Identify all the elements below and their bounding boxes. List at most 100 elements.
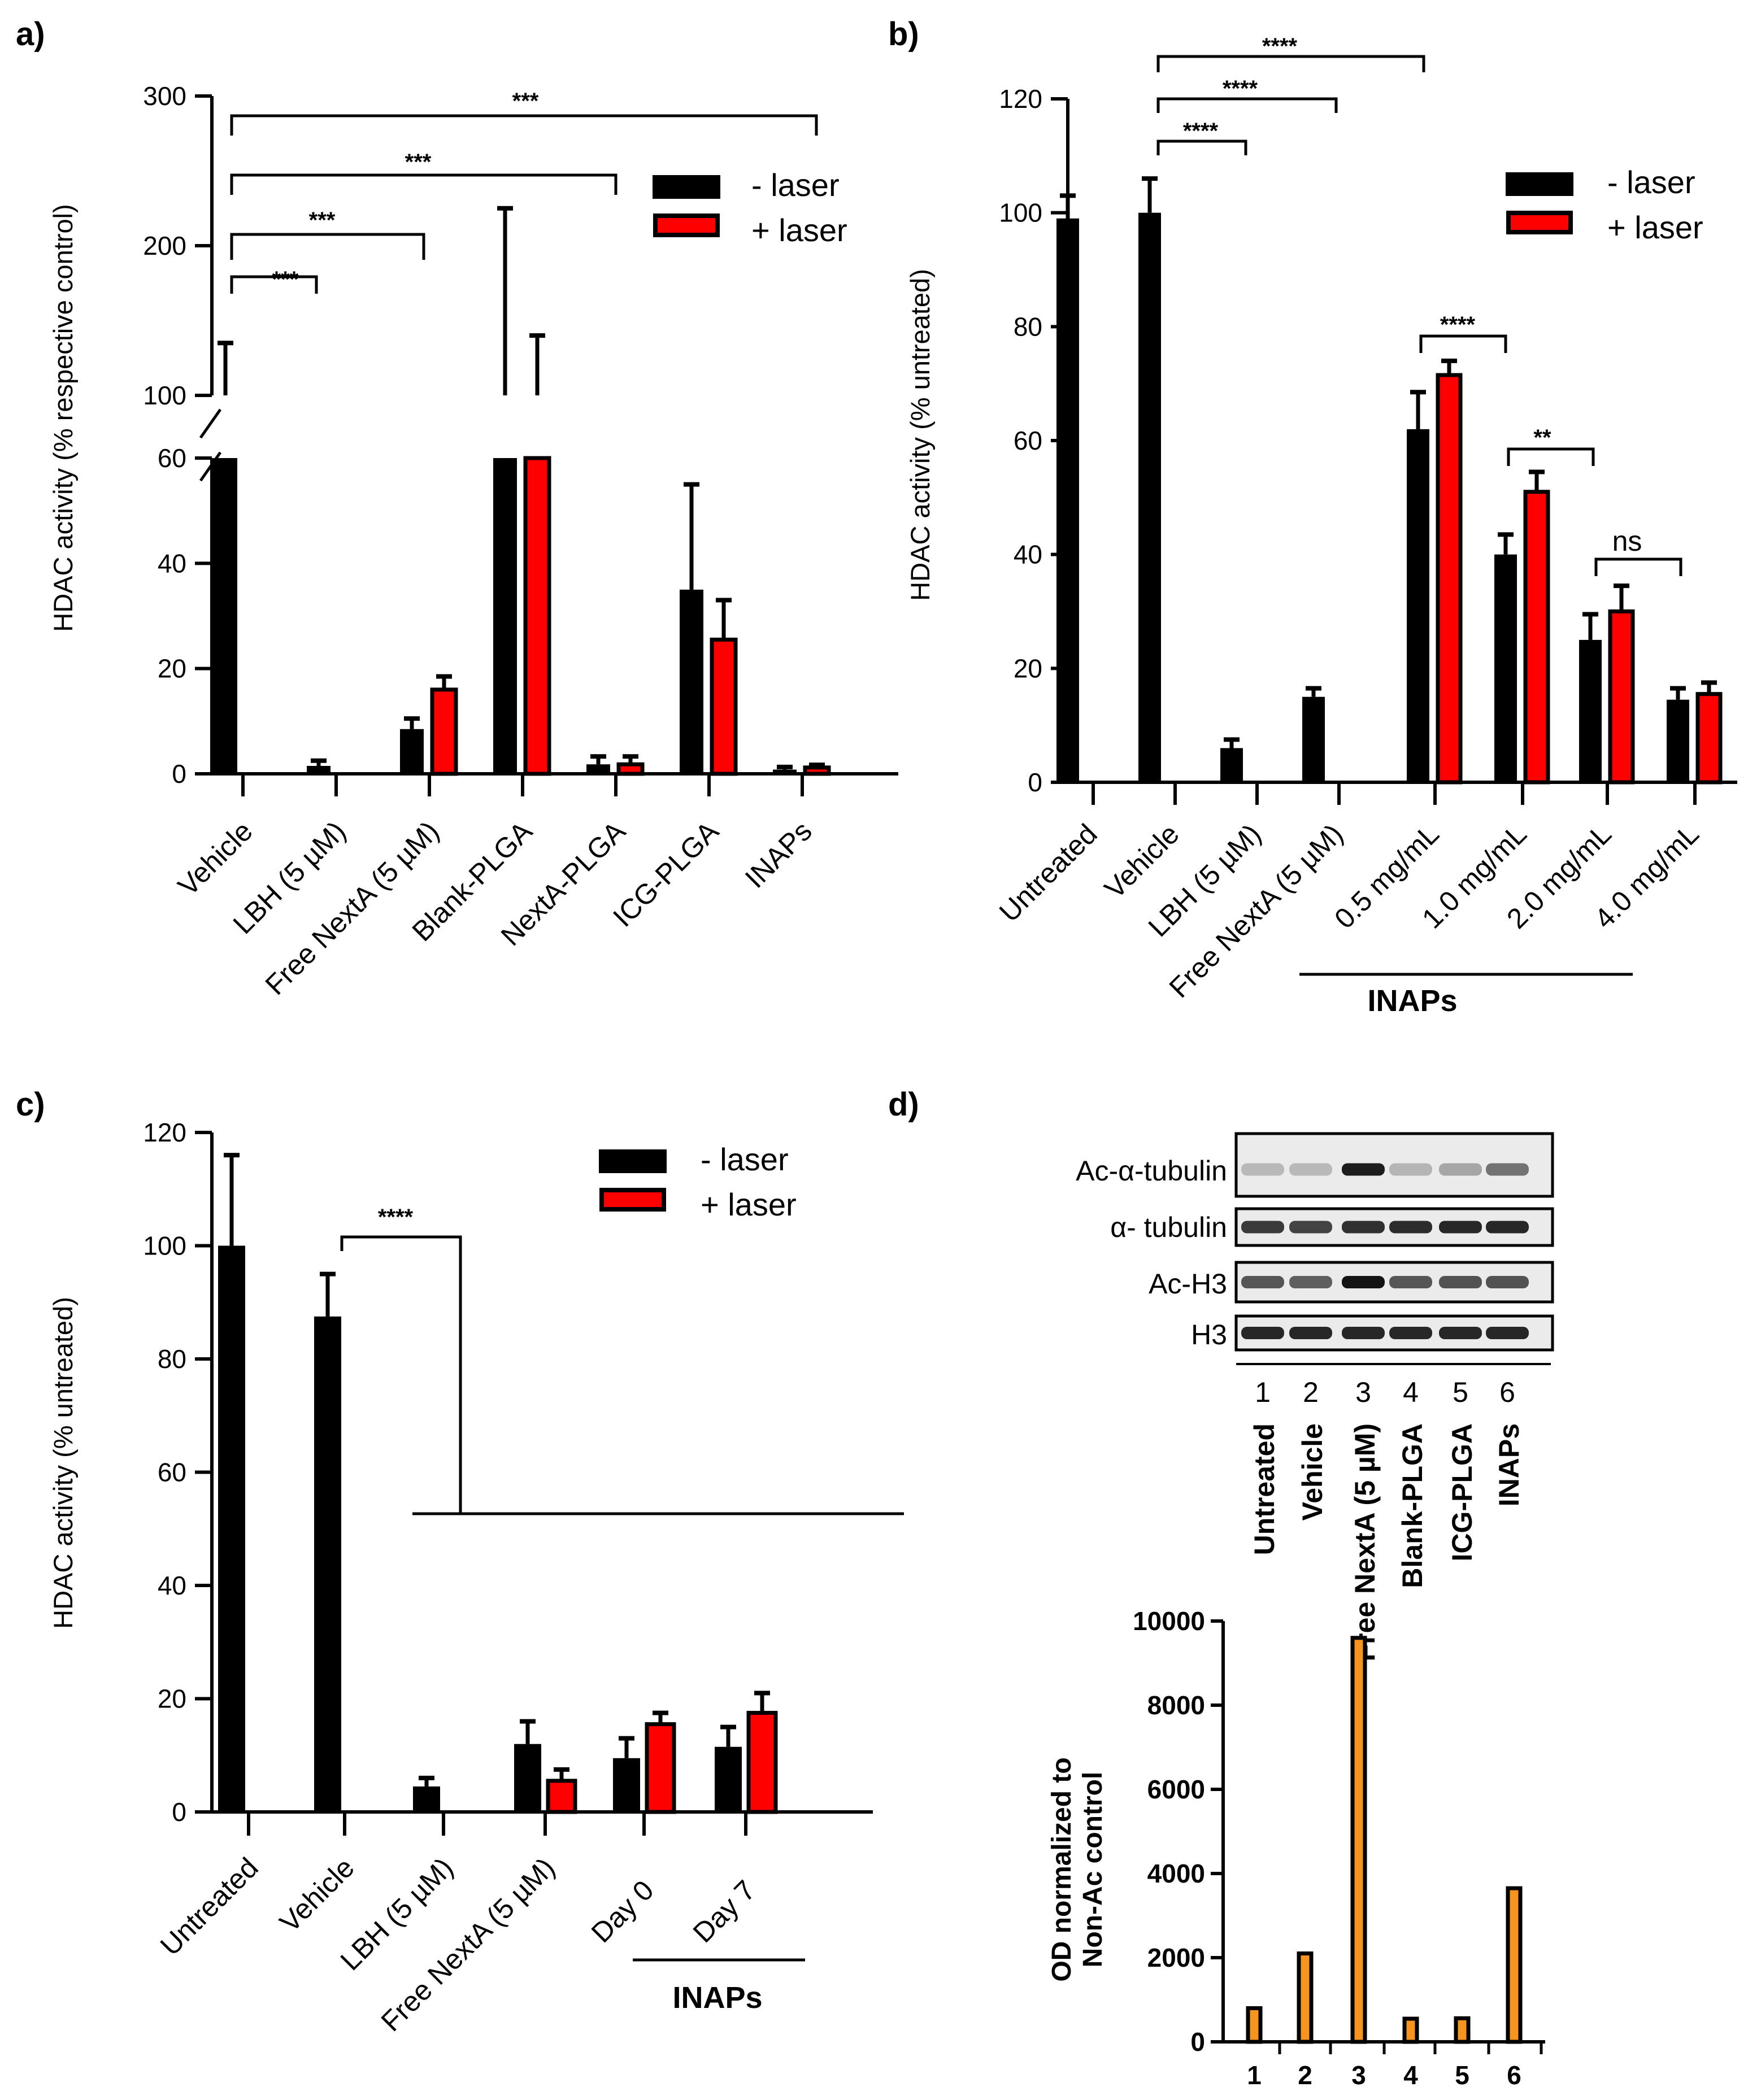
panel-a-bar-plus-laser xyxy=(616,762,645,776)
panel-b-ytick-label: 60 xyxy=(1014,426,1042,455)
blot-lane-number: 6 xyxy=(1499,1376,1515,1408)
panel-b-legend-minus: - laser xyxy=(1607,164,1695,200)
panel-label-b: b) xyxy=(888,16,919,53)
panel-a-bar-minus-laser xyxy=(773,769,797,774)
panel-d-ytick-label: 6000 xyxy=(1147,1775,1205,1804)
panel-c-bar-minus-laser xyxy=(715,1746,742,1812)
panel-d-od-bar xyxy=(1297,1951,1314,2044)
panel-d-ylabel-1: OD normalized to xyxy=(1047,1757,1077,1981)
panel-d-ytick-label: 2000 xyxy=(1147,1943,1205,1972)
panel-b-bar-plus-laser xyxy=(1695,692,1723,785)
panel-c-bar-minus-laser xyxy=(413,1786,440,1812)
blot-band xyxy=(1289,1221,1332,1234)
panel-a-bar-minus-laser xyxy=(214,458,237,774)
panel-c-legend-swatch-plus xyxy=(599,1188,666,1212)
blot-band xyxy=(1439,1163,1482,1176)
panel-label-a: a) xyxy=(16,16,45,53)
blot-band xyxy=(1486,1221,1529,1234)
panel-b-group-label: INAPs xyxy=(1367,984,1457,1018)
blot-band xyxy=(1439,1221,1482,1234)
panel-c-category-label: Day 0 xyxy=(585,1874,660,1949)
panel-c-category-label: Vehicle xyxy=(273,1851,360,1938)
blot-band xyxy=(1486,1327,1529,1339)
panel-c-category-label: Untreated xyxy=(154,1851,264,1962)
blot-band xyxy=(1289,1276,1332,1288)
panel-d-xtick-label: 1 xyxy=(1247,2060,1262,2090)
panel-a-bar-minus-laser xyxy=(493,458,517,774)
panel-a-bar-plus-laser xyxy=(803,765,831,776)
blot-lane-label: Vehicle xyxy=(1297,1423,1328,1520)
panel-b-sig-3: **** xyxy=(1262,34,1298,59)
blot-lane-number: 3 xyxy=(1355,1376,1371,1408)
blot-band xyxy=(1342,1327,1385,1339)
panel-d-ytick-label: 0 xyxy=(1190,2027,1205,2057)
blot-lane-number: 5 xyxy=(1453,1376,1468,1408)
blot-band xyxy=(1241,1276,1284,1288)
blot-lane-label: ICG-PLGA xyxy=(1446,1423,1478,1561)
blot-band xyxy=(1389,1327,1432,1339)
panel-b-ytick-label: 40 xyxy=(1014,540,1042,569)
blot-band xyxy=(1389,1221,1432,1234)
panel-a-sig-bracket-3 xyxy=(230,173,618,195)
panel-a-legend-plus: + laser xyxy=(751,212,847,248)
panel-c-bar-minus-laser xyxy=(218,1245,245,1812)
panel-d-ylabel-2: Non-Ac control xyxy=(1078,1772,1108,1968)
panel-b-sig-5: ** xyxy=(1533,425,1551,450)
panel-d-ytick-label: 8000 xyxy=(1147,1691,1205,1720)
panel-b-bar-plus-laser xyxy=(1608,609,1635,785)
panel-a-axis-break-1 xyxy=(199,451,222,482)
panel-b-sig-2: **** xyxy=(1223,76,1258,101)
panel-d-od-bar xyxy=(1506,1886,1523,2044)
panel-c-group-label: INAPs xyxy=(672,1981,762,2015)
panel-a-category-label: Free NextA (5 µM) xyxy=(259,815,445,1001)
panel-b-bar-minus-laser xyxy=(1407,429,1429,782)
panel-b-sig-bracket-1 xyxy=(1156,140,1247,155)
blot-band xyxy=(1439,1327,1482,1339)
panel-a-bar-plus-laser xyxy=(523,456,551,776)
panel-a-sig-bracket-4 xyxy=(230,114,818,136)
panel-c-bar-minus-laser xyxy=(514,1744,541,1812)
blot-lane-label: Free NextA (5 µM) xyxy=(1349,1423,1381,1661)
panel-d-xtick-label: 4 xyxy=(1403,2060,1418,2090)
panel-label-c: c) xyxy=(16,1086,45,1123)
blot-band xyxy=(1342,1221,1385,1234)
panel-d-xtick-label: 6 xyxy=(1507,2060,1521,2090)
panel-a-sig-4: *** xyxy=(512,89,539,114)
panel-b-bar-minus-laser xyxy=(1302,696,1325,782)
blot-band xyxy=(1439,1276,1482,1288)
panel-b-bar-minus-laser xyxy=(1056,218,1079,782)
panel-a-bar-minus-laser xyxy=(680,589,703,774)
panel-a-ytick-label: 100 xyxy=(143,381,186,410)
panel-a-ytick-label: 200 xyxy=(143,231,186,260)
panel-a-legend-swatch-minus xyxy=(653,175,720,199)
blot-row-label-tubulin: α- tubulin xyxy=(1110,1212,1227,1243)
panel-c-ytick-label: 120 xyxy=(143,1118,186,1147)
panel-b-ylabel: HDAC activity (% untreated) xyxy=(905,269,935,601)
panel-a-category-label: INAPs xyxy=(739,815,818,894)
panel-b-bar-minus-laser xyxy=(1138,212,1161,783)
panel-b-sig-bracket-4 xyxy=(1419,334,1507,353)
panel-c-legend-minus: - laser xyxy=(701,1142,789,1177)
blot-row-label-ac-tubulin: Ac-α-tubulin xyxy=(1076,1155,1227,1187)
panel-b-sig-1: **** xyxy=(1183,119,1219,143)
panel-a-bar-plus-laser xyxy=(710,637,738,776)
panel-a-sig-2: *** xyxy=(309,208,336,233)
blot-band xyxy=(1289,1327,1332,1339)
panel-c-bar-minus-laser xyxy=(613,1758,640,1812)
panel-a-bar-minus-laser xyxy=(400,729,424,774)
panel-c-ytick-label: 80 xyxy=(158,1344,186,1374)
panel-b-sig-ns: ns xyxy=(1612,525,1642,557)
panel-a-ytick-label: 40 xyxy=(158,548,186,578)
blot-lane-label: Blank-PLGA xyxy=(1397,1423,1428,1588)
blot-row-label-ac-h3: Ac-H3 xyxy=(1149,1268,1227,1300)
panel-d-od-bar xyxy=(1402,2016,1419,2044)
panel-c-bar-plus-laser xyxy=(546,1779,577,1814)
panel-c-bar-plus-laser xyxy=(645,1722,676,1814)
blot-band xyxy=(1389,1276,1432,1288)
panel-c-chart: HDAC activity (% untreated) - laser + la… xyxy=(48,1118,904,2037)
panel-b-category-label: Untreated xyxy=(993,818,1103,928)
panel-b-ytick-label: 120 xyxy=(999,84,1042,114)
panel-c-sig-1: **** xyxy=(378,1205,414,1230)
panel-label-d: d) xyxy=(888,1086,919,1123)
panel-b-ytick-label: 0 xyxy=(1028,768,1042,797)
